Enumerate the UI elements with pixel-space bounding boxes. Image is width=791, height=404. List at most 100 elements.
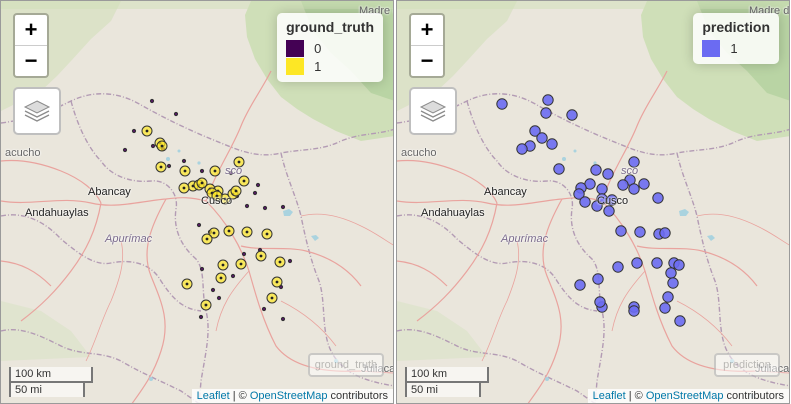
prediction-marker-1[interactable]	[662, 291, 674, 303]
ground-truth-marker-0[interactable]	[255, 182, 261, 188]
prediction-marker-1[interactable]	[628, 156, 640, 168]
prediction-marker-1[interactable]	[592, 273, 604, 285]
legend-label: 0	[314, 40, 322, 56]
prediction-marker-1[interactable]	[651, 257, 663, 269]
prediction-marker-1[interactable]	[652, 192, 664, 204]
ground-truth-marker-0[interactable]	[131, 128, 137, 134]
prediction-marker-1[interactable]	[628, 305, 640, 317]
ground-truth-marker-0[interactable]	[216, 295, 222, 301]
ground-truth-marker-0[interactable]	[262, 205, 268, 211]
prediction-marker-1[interactable]	[516, 143, 528, 155]
prediction-marker-1[interactable]	[496, 98, 508, 110]
ground-truth-marker-0[interactable]	[244, 203, 250, 209]
place-label-andahuaylas: Andahuaylas	[25, 207, 89, 219]
osm-link[interactable]: OpenStreetMap	[249, 390, 328, 402]
prediction-marker-1[interactable]	[603, 205, 615, 217]
prediction-marker-1[interactable]	[617, 179, 629, 191]
ground-truth-marker-0[interactable]	[252, 190, 258, 196]
minimap-toggle[interactable]: ground_truth	[308, 353, 384, 377]
layers-icon	[419, 100, 447, 122]
ground-truth-marker-0[interactable]	[196, 222, 202, 228]
scale-mi: 50 mi	[9, 381, 85, 397]
ground-truth-marker-0[interactable]	[149, 98, 155, 104]
prediction-marker-1[interactable]	[574, 279, 586, 291]
prediction-marker-1[interactable]	[536, 132, 548, 144]
ground-truth-marker-0[interactable]	[261, 306, 267, 312]
prediction-marker-1[interactable]	[659, 302, 671, 314]
legend-label: 1	[730, 40, 738, 56]
attribution-contributors: contributors	[723, 390, 784, 402]
prediction-marker-1[interactable]	[638, 178, 650, 190]
prediction-marker-1[interactable]	[674, 315, 686, 327]
prediction-marker-1[interactable]	[573, 188, 585, 200]
ground-truth-marker-0[interactable]	[173, 111, 179, 117]
ground-truth-marker-0[interactable]	[280, 316, 286, 322]
layers-button[interactable]	[409, 87, 457, 135]
prediction-marker-1[interactable]	[529, 125, 541, 137]
prediction-points	[496, 94, 686, 327]
ground-truth-marker-0[interactable]	[181, 158, 187, 164]
prediction-marker-1[interactable]	[631, 257, 643, 269]
attribution-separator: | ©	[229, 390, 250, 402]
prediction-marker-1[interactable]	[634, 226, 646, 238]
prediction-marker-1[interactable]	[553, 163, 565, 175]
basemap[interactable]	[397, 1, 790, 404]
ground-truth-marker-1-center	[205, 237, 209, 241]
minimap-toggle[interactable]: prediction	[714, 353, 780, 377]
leaflet-link[interactable]: Leaflet	[592, 390, 626, 402]
attribution: Leaflet | © OpenStreetMap contributors	[587, 389, 789, 403]
prediction-marker-1[interactable]	[591, 200, 603, 212]
prediction-marker-1[interactable]	[579, 196, 591, 208]
osm-link[interactable]: OpenStreetMap	[645, 390, 724, 402]
ground-truth-points-0	[122, 98, 293, 322]
ground-truth-marker-1-center	[204, 303, 208, 307]
place-label-abancay: Abancay	[484, 186, 527, 198]
ground-truth-marker-0[interactable]	[280, 204, 286, 210]
ground-truth-marker-0[interactable]	[230, 273, 236, 279]
prediction-marker-1[interactable]	[606, 194, 618, 206]
zoom-out-button[interactable]: −	[24, 48, 38, 73]
legend: prediction 1	[693, 13, 779, 64]
ground-truth-marker-1-center	[265, 232, 269, 236]
leaflet-link[interactable]: Leaflet	[196, 390, 230, 402]
ground-truth-marker-1-center	[270, 296, 274, 300]
ground-truth-marker-0[interactable]	[228, 170, 234, 176]
ground-truth-marker-0[interactable]	[166, 163, 172, 169]
prediction-marker-1[interactable]	[542, 94, 554, 106]
ground-truth-marker-1-center	[275, 280, 279, 284]
prediction-marker-1[interactable]	[590, 164, 602, 176]
prediction-marker-1[interactable]	[594, 296, 606, 308]
ground-truth-map[interactable]: acucho Abancay Andahuaylas Apurímac Cusc…	[0, 0, 394, 404]
prediction-marker-1[interactable]	[540, 107, 552, 119]
ground-truth-marker-0[interactable]	[241, 251, 247, 257]
ground-truth-marker-1-center	[245, 230, 249, 234]
ground-truth-marker-0[interactable]	[199, 266, 205, 272]
place-label-cusco: Cusco	[201, 195, 233, 207]
ground-truth-marker-0[interactable]	[210, 287, 216, 293]
zoom-in-button[interactable]: +	[411, 15, 443, 46]
zoom-out-button[interactable]: −	[420, 48, 434, 73]
prediction-marker-1[interactable]	[615, 225, 627, 237]
prediction-marker-1[interactable]	[612, 261, 624, 273]
ground-truth-marker-0[interactable]	[287, 258, 293, 264]
scale-mi: 50 mi	[405, 381, 481, 397]
prediction-marker-1[interactable]	[546, 138, 558, 150]
zoom-in-button[interactable]: +	[15, 15, 47, 46]
prediction-map[interactable]: acucho Abancay Andahuaylas Apurímac Cusc…	[396, 0, 790, 404]
prediction-marker-1[interactable]	[673, 259, 685, 271]
ground-truth-marker-1-center	[182, 186, 186, 190]
ground-truth-marker-0[interactable]	[199, 168, 205, 174]
ground-truth-marker-0[interactable]	[150, 143, 156, 149]
prediction-marker-1[interactable]	[659, 227, 671, 239]
ground-truth-marker-0[interactable]	[198, 314, 204, 320]
prediction-marker-1[interactable]	[602, 168, 614, 180]
prediction-marker-1[interactable]	[665, 267, 677, 279]
prediction-marker-1[interactable]	[566, 109, 578, 121]
layers-button[interactable]	[13, 87, 61, 135]
prediction-marker-1[interactable]	[667, 277, 679, 289]
ground-truth-marker-0[interactable]	[122, 147, 128, 153]
prediction-marker-1[interactable]	[596, 183, 608, 195]
prediction-marker-1[interactable]	[628, 183, 640, 195]
ground-truth-marker-1-center	[160, 144, 164, 148]
